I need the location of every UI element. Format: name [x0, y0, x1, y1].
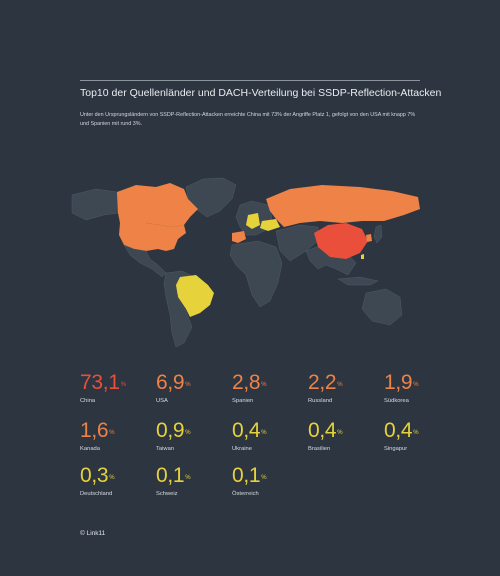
stat-unit: % [185, 475, 191, 481]
south-korea [366, 234, 372, 242]
stat-number: 2,8 [232, 371, 261, 394]
stat-unit: % [261, 430, 267, 436]
stat-unit: % [261, 475, 267, 481]
brazil [176, 275, 214, 317]
stat-unit: % [413, 430, 419, 436]
page-title: Top10 der Quellenländer und DACH-Verteil… [80, 87, 442, 99]
stat-value: 1,9% [384, 372, 458, 394]
australia [361, 288, 403, 326]
stat-value: 6,9% [156, 372, 230, 394]
stat-country: Österreich [232, 491, 259, 497]
spain [232, 231, 246, 243]
stat-value: 2,8% [232, 372, 306, 394]
usa [119, 223, 186, 251]
copyright: © Link11 [80, 530, 106, 537]
stat-value: 0,4% [384, 420, 458, 442]
canada [117, 183, 198, 227]
stat-unit: % [120, 382, 126, 388]
stat-value: 0,1% [232, 465, 306, 487]
stat-number: 0,4 [232, 419, 261, 442]
stat-item: 0,3% Deutschland [80, 465, 154, 498]
stat-number: 1,6 [80, 419, 109, 442]
stat-country: Südkorea [384, 398, 409, 404]
alaska [71, 188, 119, 221]
stat-value: 0,4% [308, 420, 382, 442]
title-rule [80, 80, 420, 81]
stat-item: 0,4% Singapur [384, 420, 458, 453]
stat-number: 0,1 [232, 464, 261, 487]
stat-country: Taiwan [156, 446, 175, 452]
stat-country: Deutschland [80, 491, 113, 497]
china [314, 223, 368, 259]
africa [229, 240, 283, 308]
stat-item: 6,9% USA [156, 372, 230, 405]
stat-value: 0,3% [80, 465, 154, 487]
stat-unit: % [413, 382, 419, 388]
page-subtitle: Unter den Ursprungsländern von SSDP-Refl… [80, 112, 416, 127]
stat-country: Kanada [80, 446, 100, 452]
stat-number: 73,1 [80, 371, 120, 394]
russia [266, 185, 420, 227]
stat-unit: % [185, 382, 191, 388]
stat-item: 73,1% China [80, 372, 154, 405]
stat-value: 1,6% [80, 420, 154, 442]
dach [246, 213, 260, 229]
japan [373, 224, 383, 244]
stat-item: 0,9% Taiwan [156, 420, 230, 453]
stat-item: 0,4% Ukraine [232, 420, 306, 453]
stat-number: 0,4 [384, 419, 413, 442]
stat-unit: % [261, 382, 267, 388]
stat-value: 0,1% [156, 465, 230, 487]
ukraine [260, 219, 280, 231]
stat-item: 0,1% Schweiz [156, 465, 230, 498]
stat-country: China [80, 398, 96, 404]
stat-unit: % [185, 430, 191, 436]
stat-item: 2,2% Russland [308, 372, 382, 405]
stat-country: Brasilien [308, 446, 331, 452]
stat-item: 0,1% Österreich [232, 465, 306, 498]
stat-value: 2,2% [308, 372, 382, 394]
stat-country: Singapur [384, 446, 408, 452]
stat-unit: % [337, 382, 343, 388]
stat-unit: % [109, 475, 115, 481]
stat-unit: % [337, 430, 343, 436]
taiwan [361, 254, 364, 259]
stat-country: Ukraine [232, 446, 252, 452]
stat-number: 1,9 [384, 371, 413, 394]
stat-value: 0,4% [232, 420, 306, 442]
stat-item: 1,6% Kanada [80, 420, 154, 453]
stat-number: 0,1 [156, 464, 185, 487]
stat-number: 6,9 [156, 371, 185, 394]
stat-item: 1,9% Südkorea [384, 372, 458, 405]
indonesia [337, 276, 379, 286]
stat-number: 0,4 [308, 419, 337, 442]
stat-country: Schweiz [156, 491, 178, 497]
stat-country: Spanien [232, 398, 254, 404]
stat-number: 0,9 [156, 419, 185, 442]
stat-country: Russland [308, 398, 333, 404]
stat-item: 0,4% Brasilien [308, 420, 382, 453]
middle-east-central-asia [275, 224, 319, 262]
world-map [71, 177, 420, 348]
stat-country: USA [156, 398, 168, 404]
stat-item: 2,8% Spanien [232, 372, 306, 405]
stat-value: 73,1% [80, 372, 154, 394]
stat-number: 2,2 [308, 371, 337, 394]
stat-unit: % [109, 430, 115, 436]
stat-number: 0,3 [80, 464, 109, 487]
stat-value: 0,9% [156, 420, 230, 442]
